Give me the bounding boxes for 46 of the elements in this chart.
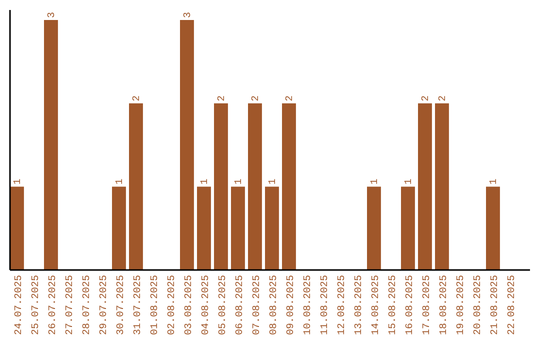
data-label: 1 xyxy=(404,178,415,185)
x-tick-label: 14.08.2025 xyxy=(370,275,382,336)
x-tick-label: 27.07.2025 xyxy=(64,275,76,336)
x-tick-label: 09.08.2025 xyxy=(286,275,297,336)
data-label: 2 xyxy=(132,95,143,102)
data-label: 2 xyxy=(420,95,432,102)
data-label: 2 xyxy=(250,95,262,102)
data-label: 1 xyxy=(200,178,211,185)
x-tick-label: 29.07.2025 xyxy=(98,275,110,336)
data-label: 3 xyxy=(46,12,58,18)
x-tick-label: 20.08.2025 xyxy=(472,275,484,336)
data-label: 1 xyxy=(268,178,279,185)
data-label: 1 xyxy=(370,178,381,185)
x-tick-label: 16.08.2025 xyxy=(404,275,416,336)
x-tick-label: 28.07.2025 xyxy=(82,275,93,336)
x-tick-label: 04.08.2025 xyxy=(200,275,212,336)
x-tick-label: 01.08.2025 xyxy=(150,275,161,336)
x-tick-label: 21.08.2025 xyxy=(490,275,501,336)
x-tick-label: 26.07.2025 xyxy=(48,275,59,336)
x-tick-label: 22.08.2025 xyxy=(506,275,518,336)
x-tick-label: 18.08.2025 xyxy=(438,275,450,336)
x-tick-label: 11.08.2025 xyxy=(320,275,331,336)
x-tick-label: 02.08.2025 xyxy=(166,275,178,336)
data-label: 1 xyxy=(488,178,500,185)
data-label: 2 xyxy=(216,95,228,102)
x-tick-label: 15.08.2025 xyxy=(388,275,399,336)
data-label: 1 xyxy=(114,178,126,185)
x-tick-label: 19.08.2025 xyxy=(456,275,467,336)
x-tick-label: 17.08.2025 xyxy=(422,275,433,336)
x-tick-label: 12.08.2025 xyxy=(336,275,348,336)
x-tick-label: 24.07.2025 xyxy=(14,275,25,336)
x-tick-label: 07.08.2025 xyxy=(252,275,263,336)
x-tick-label: 03.08.2025 xyxy=(184,275,195,336)
data-label: 2 xyxy=(438,95,449,102)
data-label: 2 xyxy=(284,95,296,102)
x-tick-label: 31.07.2025 xyxy=(132,275,144,336)
x-tick-label: 05.08.2025 xyxy=(218,275,229,336)
x-tick-label: 25.07.2025 xyxy=(30,275,42,336)
x-tick-label: 10.08.2025 xyxy=(302,275,314,336)
data-label: 3 xyxy=(182,12,194,18)
data-label: 1 xyxy=(12,178,24,185)
x-tick-label: 06.08.2025 xyxy=(234,275,246,336)
data-label: 1 xyxy=(234,178,245,185)
x-tick-label: 30.07.2025 xyxy=(116,275,127,336)
x-tick-label: 13.08.2025 xyxy=(354,275,365,336)
x-tick-label: 08.08.2025 xyxy=(268,275,280,336)
